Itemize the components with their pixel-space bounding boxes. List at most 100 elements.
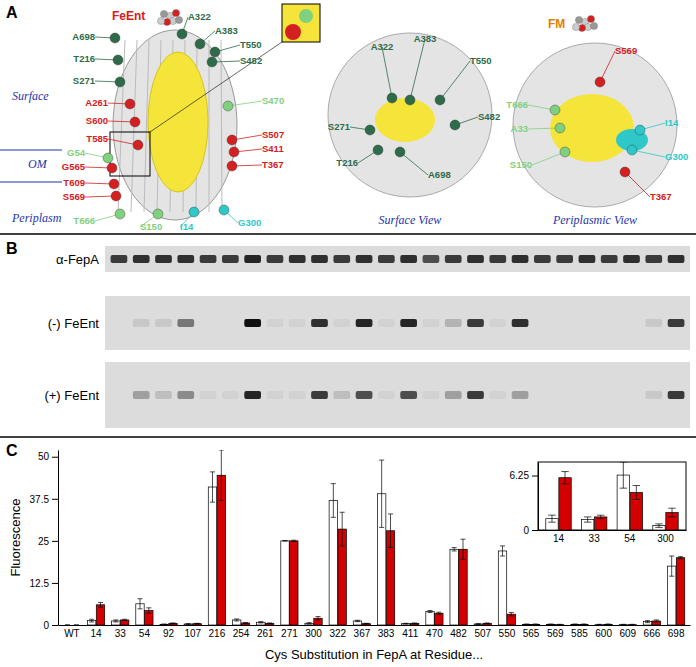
- layer-label: Periplasm: [11, 211, 62, 225]
- residue-label: S470: [262, 95, 284, 106]
- x-tick: 569: [547, 628, 564, 639]
- residue: [219, 205, 229, 215]
- error-bar: [65, 625, 70, 626]
- bar: [498, 551, 506, 625]
- residue-label: S507: [262, 129, 284, 140]
- x-tick: 666: [644, 628, 661, 639]
- x-tick: 322: [329, 628, 346, 639]
- residue: [195, 39, 205, 49]
- bar: [305, 623, 313, 625]
- residue: [227, 161, 237, 171]
- gel-band: [267, 319, 284, 327]
- residue-pointer: [410, 39, 425, 100]
- bar: [531, 624, 539, 625]
- gel-band: [244, 391, 261, 399]
- error-bar: [388, 514, 393, 548]
- bar: [559, 478, 571, 530]
- gel-band: [445, 319, 462, 327]
- x-tick: 54: [624, 533, 636, 544]
- error-bar: [668, 508, 675, 517]
- error-bar: [633, 486, 640, 500]
- x-tick-label: 92: [163, 628, 175, 639]
- gel-band: [267, 391, 284, 399]
- residue: [373, 145, 383, 155]
- ligand-icon: [172, 9, 179, 16]
- error-bar: [561, 472, 568, 484]
- residue: [365, 125, 375, 135]
- x-tick-label: 271: [281, 628, 298, 639]
- row-label: (-) FeEnt: [48, 316, 100, 331]
- x-tick: 14: [553, 533, 565, 544]
- x-tick-label: 470: [426, 628, 443, 639]
- gel-band: [512, 255, 529, 263]
- layer-label: Surface: [12, 89, 49, 103]
- gel-band: [311, 255, 328, 263]
- zoom-blob: [285, 24, 301, 40]
- strand: [221, 40, 222, 212]
- barrel: [113, 30, 237, 220]
- gel-band: [222, 255, 239, 263]
- x-tick: 565: [523, 628, 540, 639]
- residue-label: S482: [478, 111, 500, 122]
- error-bar: [584, 517, 591, 522]
- error-bar: [355, 620, 360, 621]
- error-bar: [291, 540, 296, 541]
- gel-band: [645, 255, 662, 263]
- x-tick-label: 107: [184, 628, 201, 639]
- residue-label: S482: [240, 55, 262, 66]
- gel-band: [579, 391, 596, 399]
- bar: [522, 624, 530, 625]
- gel-band: [133, 255, 150, 263]
- residue: [111, 191, 121, 201]
- gel-band: [534, 391, 551, 399]
- error-bar: [412, 622, 417, 624]
- residue-label: S271: [328, 121, 351, 132]
- error-bar: [219, 450, 224, 500]
- residue-label: T666: [73, 215, 95, 226]
- gel-band: [556, 391, 573, 399]
- residue: [223, 101, 233, 111]
- panel-separator: [0, 436, 696, 438]
- x-tick-label: 698: [668, 628, 685, 639]
- residue: [107, 163, 117, 173]
- gel-band: [356, 255, 373, 263]
- error-bar: [234, 619, 239, 621]
- x-tick: 261: [257, 628, 274, 639]
- y-tick: 50: [38, 451, 58, 462]
- gel-band: [400, 319, 417, 327]
- residue: [210, 47, 220, 57]
- view-title: Surface View: [379, 213, 442, 227]
- error-bar: [548, 515, 555, 522]
- plug-bottom: [550, 94, 634, 162]
- gel-band: [423, 319, 440, 327]
- gel-band: [423, 391, 440, 399]
- x-tick: 254: [233, 628, 250, 639]
- plug-top: [375, 98, 435, 142]
- gel-band: [200, 319, 217, 327]
- error-bar: [74, 625, 79, 626]
- gel-band: [311, 319, 328, 327]
- gel-band: [289, 391, 306, 399]
- x-tick-label: 507: [474, 628, 491, 639]
- error-bar: [267, 622, 272, 624]
- bar: [547, 624, 555, 625]
- ligand-label: FeEnt: [112, 9, 145, 23]
- y-tick: 37.5: [30, 493, 58, 504]
- x-tick: WT: [64, 628, 80, 639]
- gel-strip: [105, 296, 690, 350]
- x-tick-label: 14: [553, 533, 565, 544]
- gel-band: [668, 391, 685, 399]
- residue: [627, 145, 637, 155]
- y-tick-label: 12.5: [30, 578, 50, 589]
- error-bar: [162, 623, 167, 625]
- bar: [241, 623, 249, 625]
- error-bar: [460, 539, 465, 559]
- gel-band: [579, 319, 596, 327]
- residue: [560, 147, 570, 157]
- bar: [450, 549, 458, 625]
- error-bar: [243, 622, 248, 624]
- x-tick-label: 411: [402, 628, 418, 639]
- residue-label: T216: [336, 157, 358, 168]
- bar: [595, 624, 603, 625]
- error-bar: [630, 624, 635, 625]
